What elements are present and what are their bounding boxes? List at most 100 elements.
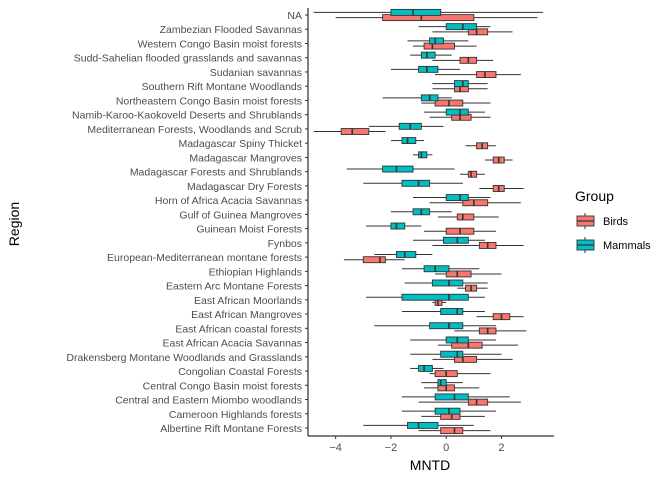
iqr-box <box>467 398 489 406</box>
legend-item-birds: Birds <box>576 213 629 229</box>
y-tick-label: East African Acacia Savannas <box>163 338 303 350</box>
mammals-box <box>374 322 496 330</box>
mammals-box <box>418 23 491 31</box>
y-tick-label: Horn of Africa Acacia Savannas <box>155 195 302 207</box>
iqr-box <box>454 80 469 88</box>
iqr-box <box>445 108 469 116</box>
birds-box <box>457 284 488 292</box>
mammals-box <box>401 407 496 415</box>
iqr-box <box>418 151 428 159</box>
iqr-box <box>431 279 464 287</box>
mammals-box <box>432 80 488 88</box>
x-tick-label: −4 <box>329 442 342 454</box>
y-tick-label: Gulf of Guinea Mangroves <box>179 209 302 221</box>
x-tick-label: 2 <box>498 442 504 454</box>
mammals-box <box>374 251 433 258</box>
birds-box <box>432 242 524 249</box>
iqr-box <box>454 355 478 363</box>
birds-box <box>437 213 499 221</box>
y-tick-label: Cameroon Highlands forests <box>169 409 302 421</box>
iqr-box <box>401 137 417 145</box>
mammals-box <box>368 122 444 130</box>
iqr-box <box>434 407 461 415</box>
y-tick-label: Western Congo Basin moist forests <box>138 38 302 50</box>
mammals-box <box>401 265 480 273</box>
y-axis: Albertine Rift Montane Forests Cameroon H… <box>66 8 309 436</box>
birds-box <box>479 185 524 192</box>
y-tick-label: Eastern Arc Montane Forests <box>166 281 302 293</box>
y-tick-label: Madagascar Forests and Shrublands <box>130 167 302 179</box>
x-tick-label: −2 <box>385 442 398 454</box>
birds-box <box>465 142 496 150</box>
mammals-box <box>413 194 491 201</box>
iqr-box <box>429 322 464 330</box>
birds-box <box>435 270 502 278</box>
birds-box <box>484 156 513 164</box>
mammals-box <box>413 151 433 159</box>
x-axis: −4 −2 0 2 <box>308 435 554 454</box>
mammals-box <box>313 8 543 16</box>
iqr-box <box>390 8 442 16</box>
y-tick-label: Ethiopian Highlands <box>209 266 302 278</box>
mammals-box <box>410 350 502 358</box>
y-tick-label: Zambezian Flooded Savannas <box>160 24 302 36</box>
birds-box <box>424 227 496 235</box>
y-tick-label: East African Moorlands <box>194 295 302 307</box>
y-tick-label: Namib-Karoo-Kaokoveld Deserts and Shrubl… <box>72 110 302 122</box>
iqr-box <box>423 265 450 273</box>
y-tick-label: Central and Eastern Miombo woodlands <box>115 395 302 407</box>
mammals-box <box>382 94 452 102</box>
birds-box <box>429 370 491 378</box>
iqr-box <box>440 350 464 358</box>
y-tick-label: East African coastal forests <box>175 323 302 335</box>
birds-box <box>432 56 494 64</box>
mammals-box <box>366 293 485 301</box>
iqr-box <box>395 251 417 258</box>
y-tick-label: Albertine Rift Montane Forests <box>160 423 302 435</box>
birds-box <box>313 128 386 135</box>
y-tick-label: Madagascar Spiny Thicket <box>178 138 302 150</box>
y-tick-label: Sudanian savannas <box>210 67 302 79</box>
mammals-box <box>410 364 444 372</box>
y-tick-label: Sudd-Sahelian flooded grasslands and sav… <box>74 53 302 65</box>
mammals-box <box>366 222 422 230</box>
birds-box <box>432 355 513 363</box>
mammals-box <box>346 165 455 173</box>
iqr-box <box>437 379 447 387</box>
iqr-box <box>434 393 469 401</box>
iqr-box <box>418 364 433 372</box>
legend-label: Birds <box>603 216 629 228</box>
iqr-box <box>445 23 478 31</box>
mammals-box <box>424 108 485 116</box>
iqr-box <box>440 308 464 315</box>
iqr-box <box>429 37 444 45</box>
y-tick-label: East African Mangroves <box>191 309 302 321</box>
y-tick-label: Fynbos <box>268 238 302 250</box>
mammals-box <box>407 37 469 45</box>
mammals-box <box>404 279 488 287</box>
y-tick-label: European-Mediterranean montane forests <box>107 252 302 264</box>
mammals-box <box>401 393 510 401</box>
iqr-box <box>456 213 475 221</box>
birds-box <box>418 427 491 435</box>
birds-box <box>476 313 524 321</box>
legend-item-mammals: Mammals <box>576 237 651 253</box>
y-tick-label: Drakensberg Montane Woodlands and Grassl… <box>66 352 302 364</box>
birds-box <box>429 199 521 207</box>
legend: Group Birds Mammals <box>575 188 651 253</box>
legend-title: Group <box>575 188 614 204</box>
iqr-box <box>418 65 439 73</box>
birds-box <box>454 327 527 335</box>
iqr-box <box>467 170 478 178</box>
birds-box <box>343 256 405 264</box>
y-tick-label: Southern Rift Montane Woodlands <box>142 81 302 93</box>
y-tick-label: Northeastern Congo Basin moist forests <box>116 95 302 107</box>
iqr-box <box>476 71 497 79</box>
iqr-box <box>420 51 436 59</box>
plot-area <box>313 8 543 435</box>
x-axis-title: MNTD <box>410 457 450 473</box>
mammals-box <box>413 236 485 244</box>
mammals-box <box>390 65 461 73</box>
